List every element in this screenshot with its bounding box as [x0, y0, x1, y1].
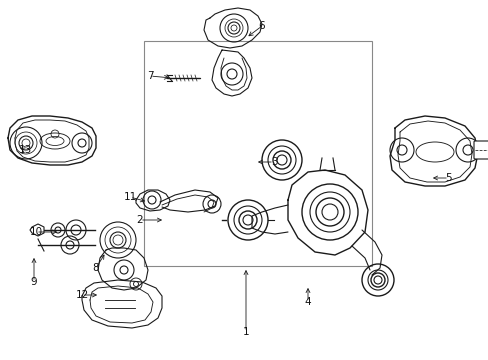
Text: 3: 3 — [270, 157, 277, 167]
Text: 8: 8 — [93, 263, 99, 273]
Ellipse shape — [40, 133, 70, 149]
Text: 13: 13 — [19, 145, 32, 155]
Text: 9: 9 — [31, 277, 37, 287]
Text: 4: 4 — [304, 297, 311, 307]
Text: 7: 7 — [146, 71, 153, 81]
Text: 10: 10 — [29, 227, 42, 237]
Text: 11: 11 — [123, 192, 136, 202]
Polygon shape — [30, 224, 44, 236]
Ellipse shape — [415, 142, 453, 162]
Bar — [144, 41, 371, 266]
Text: 1: 1 — [242, 327, 249, 337]
FancyBboxPatch shape — [473, 141, 488, 159]
Text: 2: 2 — [137, 215, 143, 225]
Text: 5: 5 — [445, 173, 451, 183]
Text: 12: 12 — [75, 290, 88, 300]
Text: 6: 6 — [258, 21, 265, 31]
